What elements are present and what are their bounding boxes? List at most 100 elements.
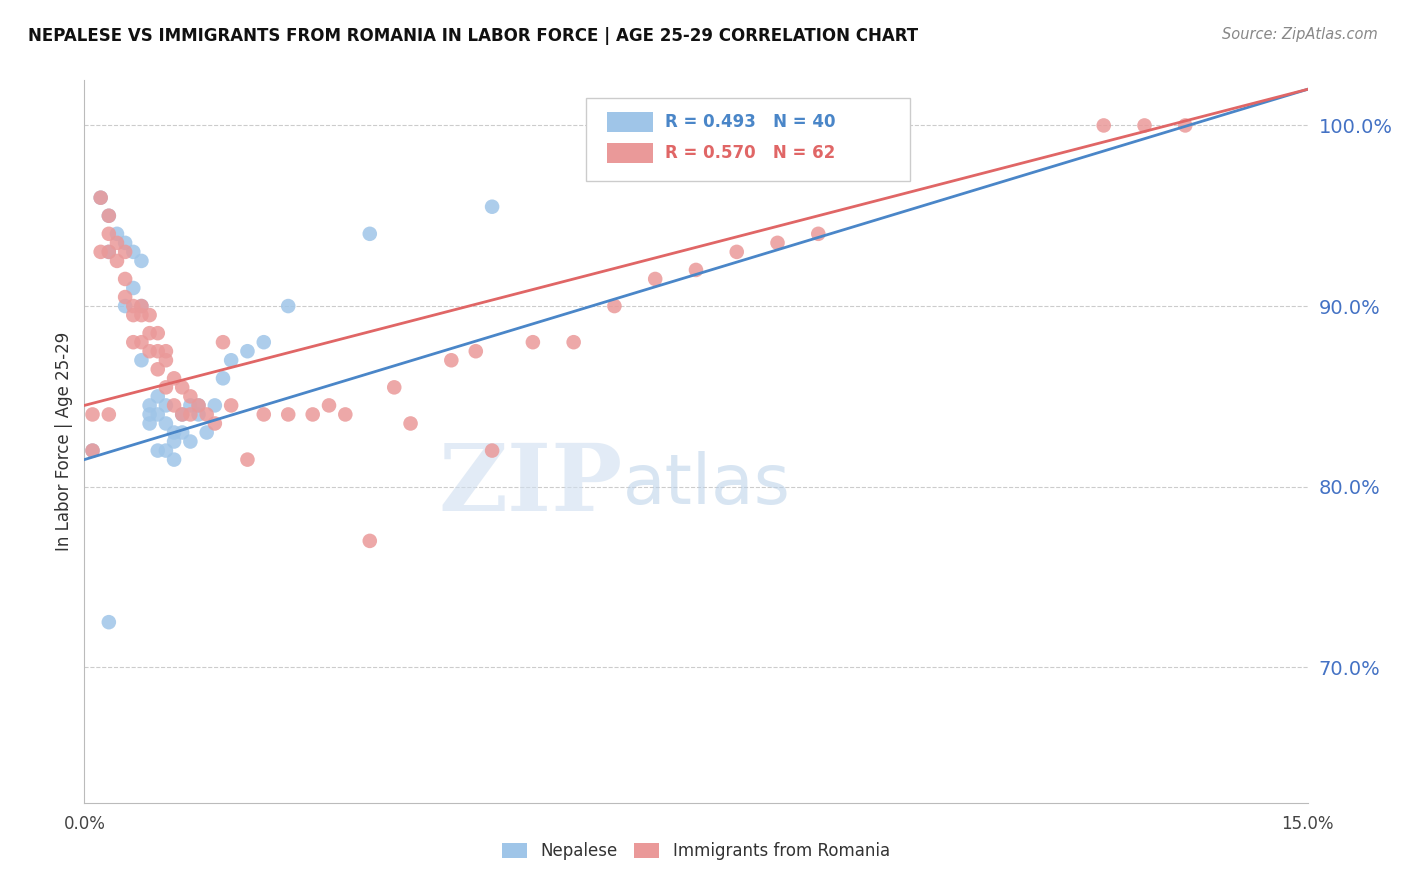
Point: [179, 408, 201, 422]
Point: [114, 299, 136, 313]
Point: [82, 443, 104, 458]
Point: [155, 398, 177, 412]
Point: [131, 299, 153, 313]
Point: [219, 353, 242, 368]
Point: [155, 443, 177, 458]
Point: [90, 191, 112, 205]
Point: [195, 408, 218, 422]
Point: [522, 335, 544, 350]
Point: [146, 443, 169, 458]
Point: [131, 335, 153, 350]
Point: [155, 380, 177, 394]
Point: [253, 408, 276, 422]
Point: [163, 425, 186, 440]
Point: [163, 371, 186, 385]
Text: atlas: atlas: [623, 451, 790, 518]
Point: [212, 371, 235, 385]
Point: [766, 235, 789, 250]
Point: [97, 209, 120, 223]
Point: [359, 227, 381, 241]
Point: [146, 389, 169, 403]
Point: [163, 434, 186, 449]
Point: [131, 353, 153, 368]
Point: [105, 253, 128, 268]
Point: [138, 326, 160, 340]
Point: [725, 244, 748, 259]
Point: [277, 299, 299, 313]
Point: [1092, 119, 1115, 133]
Point: [179, 398, 201, 412]
Point: [318, 398, 340, 412]
Point: [464, 344, 486, 359]
Point: [146, 326, 169, 340]
Point: [155, 417, 177, 431]
Point: [155, 353, 177, 368]
Point: [131, 253, 153, 268]
Point: [382, 380, 405, 394]
Point: [97, 227, 120, 241]
Point: [301, 408, 323, 422]
Point: [146, 344, 169, 359]
Point: [146, 408, 169, 422]
Point: [105, 227, 128, 241]
Point: [1174, 119, 1197, 133]
Point: [440, 353, 463, 368]
Point: [97, 244, 120, 259]
Point: [172, 425, 194, 440]
Point: [82, 408, 104, 422]
Point: [172, 408, 194, 422]
Point: [562, 335, 585, 350]
FancyBboxPatch shape: [586, 98, 910, 181]
Point: [82, 443, 104, 458]
Point: [122, 281, 145, 295]
Point: [212, 335, 235, 350]
Point: [114, 244, 136, 259]
Point: [187, 398, 209, 412]
Point: [253, 335, 276, 350]
Legend: Nepalese, Immigrants from Romania: Nepalese, Immigrants from Romania: [495, 836, 897, 867]
Point: [187, 408, 209, 422]
Point: [277, 408, 299, 422]
Point: [131, 308, 153, 322]
Point: [97, 209, 120, 223]
Point: [131, 299, 153, 313]
Point: [359, 533, 381, 548]
Point: [90, 244, 112, 259]
Point: [204, 417, 226, 431]
Point: [179, 389, 201, 403]
Point: [146, 362, 169, 376]
Point: [155, 344, 177, 359]
Point: [481, 443, 503, 458]
Point: [172, 408, 194, 422]
Text: ZIP: ZIP: [439, 440, 623, 530]
Point: [97, 408, 120, 422]
Point: [97, 244, 120, 259]
Point: [187, 398, 209, 412]
Y-axis label: In Labor Force | Age 25-29: In Labor Force | Age 25-29: [55, 332, 73, 551]
Point: [685, 263, 707, 277]
Bar: [606, 112, 654, 132]
Point: [105, 235, 128, 250]
Text: R = 0.493   N = 40: R = 0.493 N = 40: [665, 113, 837, 131]
Point: [122, 299, 145, 313]
Point: [219, 398, 242, 412]
Text: Source: ZipAtlas.com: Source: ZipAtlas.com: [1222, 27, 1378, 42]
Point: [114, 235, 136, 250]
Point: [163, 398, 186, 412]
Point: [172, 380, 194, 394]
Point: [399, 417, 422, 431]
Point: [163, 452, 186, 467]
Point: [481, 200, 503, 214]
Point: [236, 344, 259, 359]
Text: NEPALESE VS IMMIGRANTS FROM ROMANIA IN LABOR FORCE | AGE 25-29 CORRELATION CHART: NEPALESE VS IMMIGRANTS FROM ROMANIA IN L…: [28, 27, 918, 45]
Point: [90, 191, 112, 205]
Point: [644, 272, 666, 286]
Point: [204, 398, 226, 412]
Point: [138, 344, 160, 359]
Point: [179, 434, 201, 449]
Point: [122, 308, 145, 322]
Bar: [606, 143, 654, 163]
Point: [236, 452, 259, 467]
Text: R = 0.570   N = 62: R = 0.570 N = 62: [665, 145, 835, 162]
Point: [1133, 119, 1156, 133]
